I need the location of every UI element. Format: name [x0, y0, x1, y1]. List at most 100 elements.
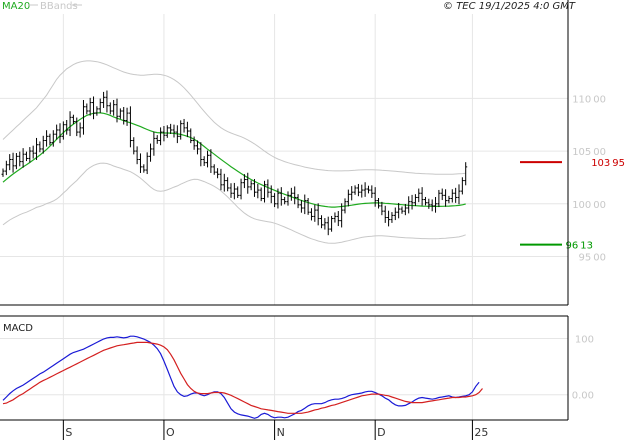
- price-bar: [45, 130, 49, 147]
- price-tick-label: 100 00: [572, 200, 606, 211]
- price-bar: [249, 180, 253, 191]
- price-bar: [279, 187, 283, 206]
- price-bar: [172, 124, 176, 138]
- price-bar: [377, 198, 381, 209]
- price-bar: [323, 218, 327, 230]
- price-bar: [417, 188, 421, 203]
- price-bar: [212, 164, 216, 175]
- price-bar: [175, 125, 179, 144]
- price-bar: [296, 194, 300, 209]
- price-bar: [353, 185, 357, 195]
- price-bar: [286, 191, 290, 206]
- price-bar: [229, 183, 233, 198]
- price-tick-label: 95 00: [579, 253, 606, 264]
- price-bar: [400, 206, 404, 214]
- price-bar: [410, 194, 414, 210]
- price-bar: [118, 108, 122, 119]
- x-tick-label: 25: [474, 426, 488, 439]
- price-bar: [283, 196, 287, 205]
- price-bar: [340, 203, 344, 228]
- price-bar: [336, 211, 340, 227]
- price-bar: [98, 98, 102, 113]
- x-tick-label: S: [65, 426, 72, 439]
- price-bar: [393, 207, 397, 221]
- price-bar: [330, 215, 334, 232]
- price-bar: [11, 152, 15, 173]
- price-bar: [413, 194, 417, 207]
- price-bar: [78, 122, 82, 138]
- price-bar: [152, 131, 156, 156]
- price-bar: [246, 172, 250, 194]
- price-bar: [259, 187, 263, 202]
- price-bar: [309, 208, 313, 221]
- price-bar: [450, 189, 454, 203]
- x-tick-label: D: [377, 426, 385, 439]
- price-bar: [31, 145, 35, 159]
- price-bar: [222, 173, 226, 192]
- price-bar: [289, 187, 293, 201]
- timestamp: © TEC 19/1/2025 4:0 GMT: [443, 1, 576, 12]
- bband-upper: [2, 60, 466, 175]
- macd-title: MACD: [3, 323, 33, 334]
- price-bar: [363, 182, 367, 197]
- bband-lower: [2, 162, 466, 244]
- price-bar: [189, 128, 193, 144]
- price-bar: [403, 203, 407, 216]
- price-bar: [51, 130, 55, 147]
- price-bar: [256, 183, 260, 199]
- price-bar: [206, 150, 210, 168]
- price-bar: [232, 182, 236, 200]
- price-bar: [102, 91, 106, 108]
- price-bar: [216, 168, 220, 179]
- price-bar: [370, 185, 374, 198]
- x-tick-label: O: [166, 426, 175, 439]
- price-bar: [122, 106, 126, 125]
- price-bar: [427, 198, 431, 209]
- price-bar: [236, 186, 240, 198]
- price-bar: [373, 187, 377, 207]
- price-bar: [162, 125, 166, 142]
- price-tick-label: 105 00: [572, 147, 606, 158]
- price-bar: [430, 199, 434, 212]
- price-bar: [165, 125, 169, 138]
- price-bar: [343, 198, 347, 214]
- price-bar: [88, 97, 92, 116]
- price-bar: [269, 185, 273, 204]
- price-bar: [169, 123, 173, 134]
- price-bar: [24, 151, 28, 162]
- price-bar: [366, 185, 370, 194]
- price-bar: [276, 188, 280, 209]
- price-bar: [460, 177, 464, 195]
- macd-line: [2, 335, 480, 419]
- price-bar: [333, 212, 337, 223]
- price-bar: [350, 186, 354, 201]
- bbands-legend: BBands: [40, 1, 78, 12]
- price-bar: [316, 203, 320, 226]
- price-bar: [14, 153, 18, 170]
- ma20-line: [2, 112, 466, 208]
- price-bar: [387, 210, 391, 227]
- price-bar: [135, 146, 139, 165]
- price-bar: [383, 205, 387, 223]
- price-bar: [145, 152, 149, 175]
- price-bar: [115, 98, 119, 123]
- target-upper-label: 103 95: [591, 158, 625, 169]
- price-bar: [320, 215, 324, 229]
- price-bar: [454, 187, 458, 203]
- price-bar: [273, 193, 277, 208]
- price-bar: [464, 162, 468, 186]
- price-bar: [21, 148, 25, 168]
- price-bar: [252, 179, 256, 197]
- price-bar: [18, 151, 22, 167]
- price-bar: [58, 123, 62, 144]
- price-bar: [55, 124, 59, 140]
- price-bar: [41, 135, 45, 154]
- price-bar: [138, 153, 142, 173]
- price-bar: [313, 204, 317, 222]
- price-bar: [28, 147, 32, 163]
- macd-tick-label: 0.00: [572, 391, 594, 402]
- price-tick-label: 110 00: [572, 94, 606, 105]
- ma20-legend: MA20: [2, 1, 30, 12]
